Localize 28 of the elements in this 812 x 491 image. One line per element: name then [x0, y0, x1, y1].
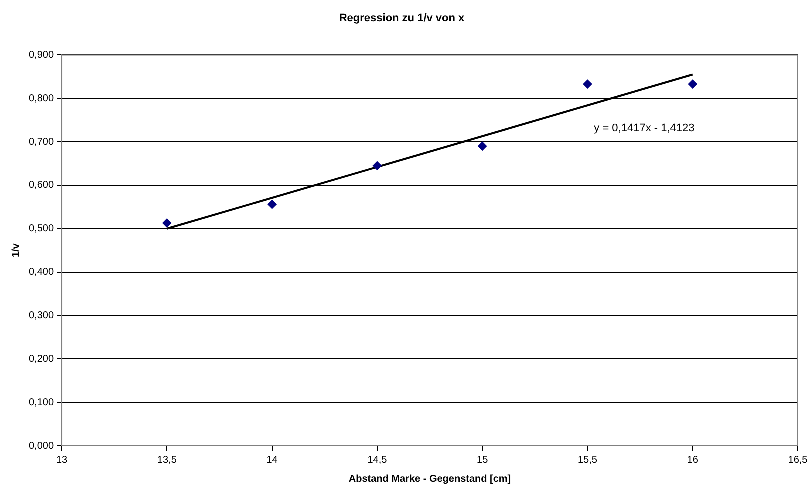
y-tick-label: 0,100: [28, 397, 54, 408]
point: [268, 200, 277, 210]
x-tick-label: 16,5: [788, 454, 808, 466]
x-tick-label: 16: [687, 454, 699, 466]
x-tick-label: 14,5: [368, 454, 388, 466]
y-tick-label: 0,500: [28, 224, 54, 235]
y-tick-label: 0,800: [28, 93, 54, 104]
y-axis-title: 1/v: [10, 243, 22, 258]
y-tick-label: 0,600: [28, 180, 54, 192]
y-tick-label: 0,000: [28, 440, 54, 452]
y-tick-label: 0,200: [28, 354, 54, 365]
point: [162, 218, 172, 228]
annotation: y = 0,1417x - 1,4123: [594, 122, 695, 134]
point: [583, 80, 592, 89]
x-tick-label: 15,5: [578, 454, 598, 466]
point: [372, 161, 382, 170]
chart-title: Regression zu 1/v von x: [339, 12, 466, 25]
y-tick-label: 0,300: [28, 310, 54, 322]
y-tick-label: 0,700: [28, 136, 54, 148]
point: [478, 142, 488, 151]
y-tick-label: 0,400: [28, 267, 54, 278]
x-axis-title: Abstand Marke - Gegenstand [cm]: [348, 474, 512, 485]
x-tick-label: 13,5: [157, 454, 178, 466]
point: [688, 80, 698, 89]
y-tick-label: 0,900: [28, 50, 54, 61]
x-tick-label: 13: [56, 454, 68, 466]
x-tick-label: 15: [477, 454, 489, 466]
x-tick-label: 14: [266, 454, 278, 466]
